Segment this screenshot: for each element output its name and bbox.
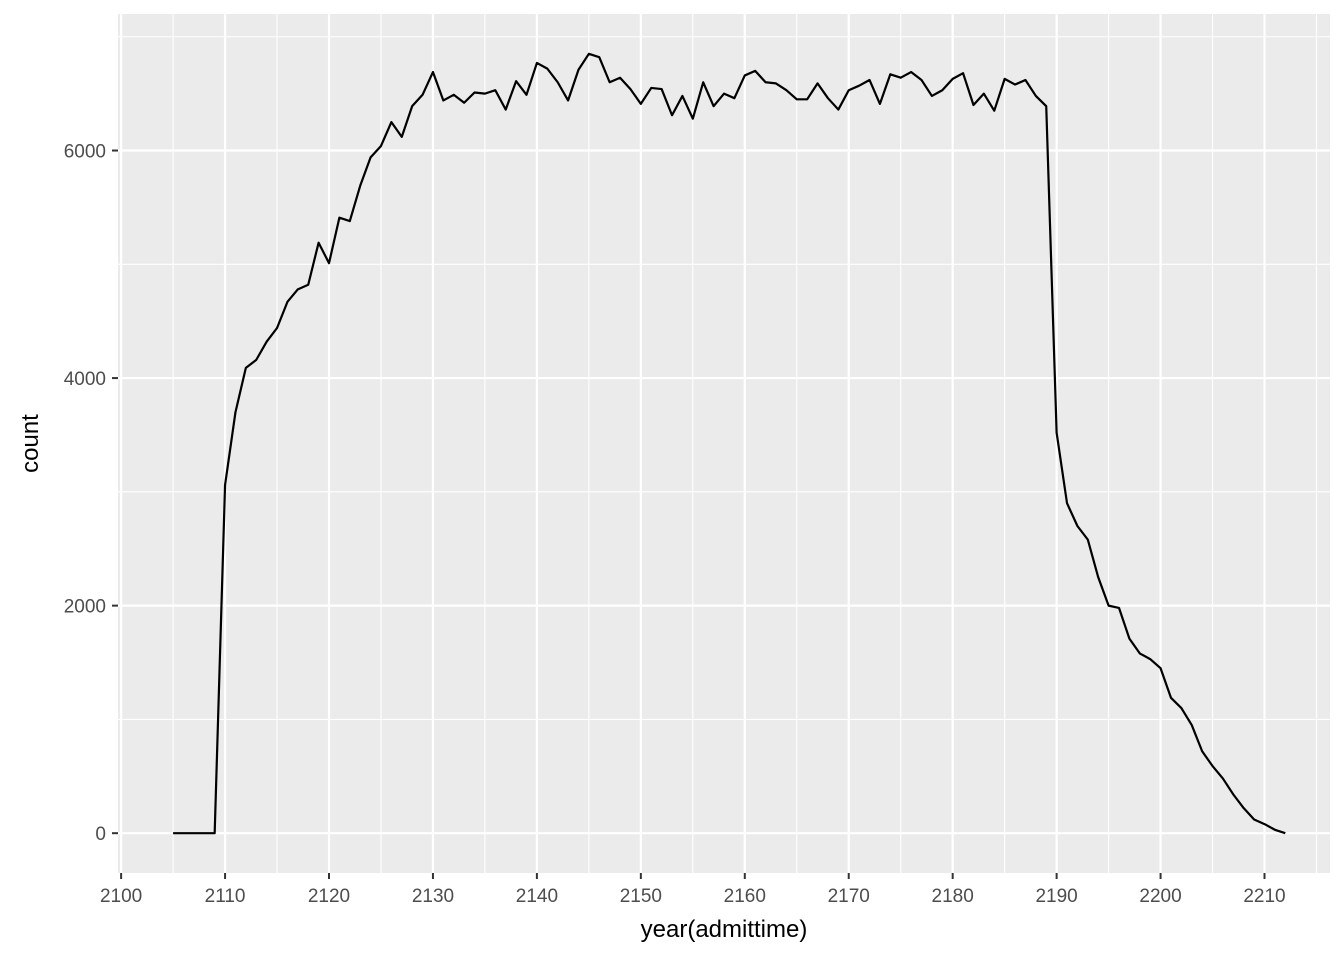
y-tick-label: 0 (95, 824, 106, 845)
x-tick-label: 2200 (1139, 886, 1181, 907)
x-axis-title: year(admittime) (641, 916, 808, 943)
x-tick-label: 2110 (205, 886, 246, 907)
minor-gridlines (118, 14, 1330, 873)
plot-panel (118, 14, 1330, 873)
y-axis-ticks: 0 2000 4000 6000 (64, 142, 118, 845)
x-tick-label: 2210 (1243, 886, 1285, 907)
x-tick-label: 2170 (828, 886, 870, 907)
y-tick-label: 6000 (64, 142, 106, 163)
x-axis-ticks: 2100 2110 2120 2130 2140 2150 2160 2170 2180 2190… (100, 873, 1286, 907)
y-tick-label: 4000 (64, 369, 106, 390)
count-series-line (173, 52, 1286, 835)
major-gridlines (118, 14, 1330, 873)
x-tick-label: 2180 (932, 886, 974, 907)
x-tick-label: 2120 (308, 886, 350, 907)
x-tick-label: 2130 (412, 886, 454, 907)
x-tick-label: 2150 (620, 886, 662, 907)
x-tick-label: 2190 (1035, 886, 1077, 907)
y-axis-title: count (17, 414, 44, 473)
y-tick-label: 2000 (64, 597, 106, 618)
x-tick-label: 2160 (724, 886, 766, 907)
x-tick-label: 2100 (100, 886, 142, 907)
x-tick-label: 2140 (516, 886, 558, 907)
